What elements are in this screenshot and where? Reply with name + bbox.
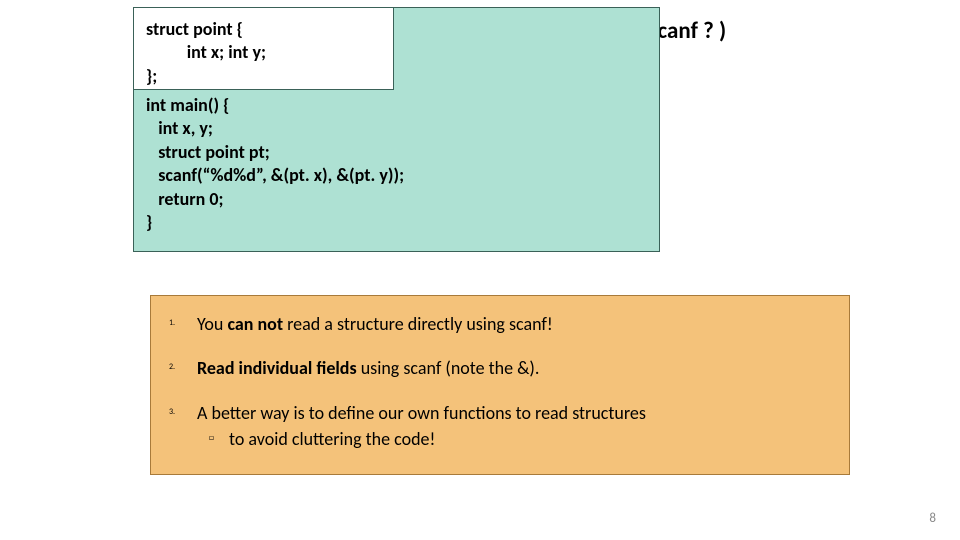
note-text-part: You bbox=[197, 313, 227, 335]
note-sub-text: to avoid cluttering the code! bbox=[229, 427, 435, 451]
note-text: You can not read a structure directly us… bbox=[197, 312, 831, 336]
note-text: A better way is to define our own functi… bbox=[197, 401, 831, 452]
slide: Reading structures (scanf ? ) struct poi… bbox=[0, 0, 960, 540]
code-line: int main() { bbox=[146, 94, 647, 117]
bullet-icon: □ bbox=[209, 427, 229, 444]
code-line: int x, y; bbox=[146, 117, 647, 140]
code-container: struct point { int x; int y; }; int main… bbox=[133, 7, 660, 252]
notes-box: 1. You can not read a structure directly… bbox=[150, 295, 850, 475]
note-number: 2. bbox=[169, 356, 197, 372]
code-line: int x; int y; bbox=[146, 41, 381, 64]
note-subitem: □ to avoid cluttering the code! bbox=[197, 427, 831, 451]
code-line: scanf(“%d%d”, &(pt. x), &(pt. y)); bbox=[146, 164, 647, 187]
code-line: struct point { bbox=[146, 18, 381, 41]
code-line: return 0; bbox=[146, 188, 647, 211]
note-item-1: 1. You can not read a structure directly… bbox=[169, 312, 831, 336]
note-item-2: 2. Read individual fields using scanf (n… bbox=[169, 356, 831, 380]
note-text-part: A better way is to define our own functi… bbox=[197, 402, 646, 424]
note-text-bold: can not bbox=[227, 313, 283, 335]
note-text-part: read a structure directly using scanf! bbox=[283, 313, 553, 335]
note-item-3: 3. A better way is to define our own fun… bbox=[169, 401, 831, 452]
note-text-bold: Read individual fields bbox=[197, 357, 357, 379]
note-text-part: using scanf (note the &). bbox=[357, 357, 540, 379]
note-number: 1. bbox=[169, 312, 197, 328]
page-number: 8 bbox=[929, 511, 936, 526]
note-text: Read individual fields using scanf (note… bbox=[197, 356, 831, 380]
code-line: }; bbox=[146, 65, 381, 88]
code-line: struct point pt; bbox=[146, 141, 647, 164]
note-number: 3. bbox=[169, 401, 197, 417]
struct-definition-box: struct point { int x; int y; }; bbox=[134, 8, 394, 90]
code-line: } bbox=[146, 211, 647, 234]
